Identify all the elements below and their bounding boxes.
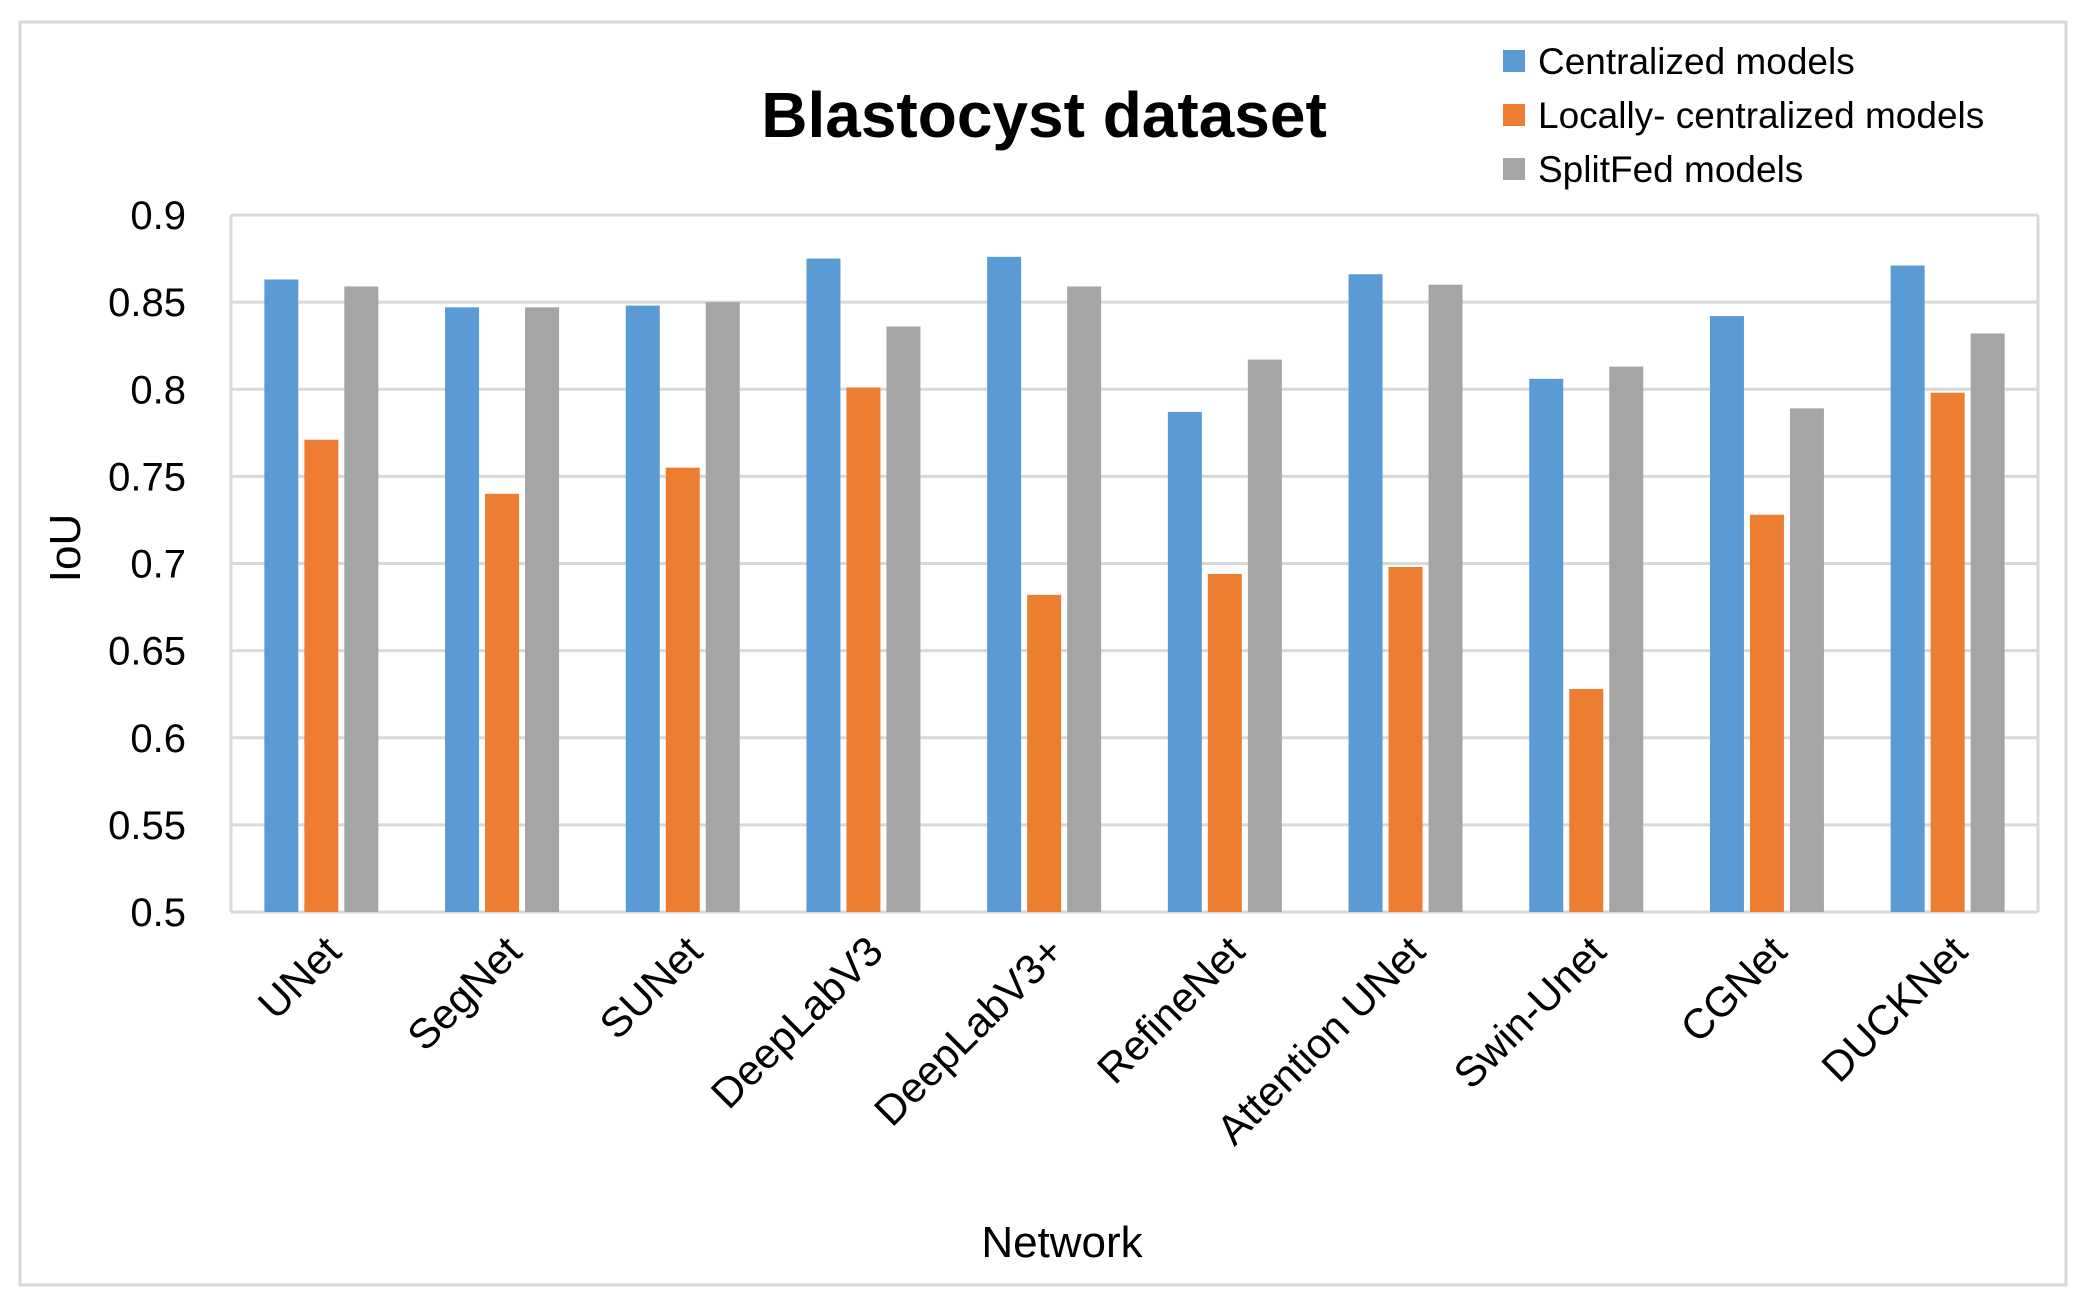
bar-attention-unet-splitfed bbox=[1428, 284, 1463, 912]
y-tick-label: 0.9 bbox=[130, 194, 186, 238]
bar-deeplabv3-centralized bbox=[806, 258, 841, 912]
bar-attention-unet-locally-centralized bbox=[1388, 566, 1423, 912]
legend-label: Locally- centralized models bbox=[1538, 95, 1984, 136]
bar-ducknet-centralized bbox=[1890, 265, 1925, 913]
y-tick-label: 0.8 bbox=[130, 368, 186, 412]
bar-sunet-splitfed bbox=[705, 302, 740, 912]
bar-swin-unet-splitfed bbox=[1609, 366, 1644, 912]
y-tick-label: 0.85 bbox=[108, 281, 186, 325]
y-tick-label: 0.7 bbox=[130, 543, 186, 587]
y-tick-label: 0.75 bbox=[108, 455, 186, 499]
bar-sunet-locally-centralized bbox=[665, 467, 700, 912]
legend-label: SplitFed models bbox=[1538, 149, 1803, 190]
legend-label: Centralized models bbox=[1538, 41, 1855, 82]
bar-ducknet-locally-centralized bbox=[1930, 392, 1965, 912]
bar-segnet-locally-centralized bbox=[485, 493, 520, 912]
legend: Centralized models Locally- centralized m… bbox=[1503, 41, 1984, 190]
bar-refinenet-centralized bbox=[1167, 411, 1202, 912]
bar-deeplabv3-splitfed bbox=[886, 326, 921, 912]
bar-deeplabv3--locally-centralized bbox=[1027, 594, 1062, 912]
legend-swatch bbox=[1503, 158, 1525, 180]
bar-unet-centralized bbox=[264, 279, 299, 912]
bar-segnet-centralized bbox=[445, 307, 480, 912]
y-tick-label: 0.55 bbox=[108, 804, 186, 848]
bar-unet-locally-centralized bbox=[304, 439, 339, 912]
y-axis-ticks: 0.5 0.55 0.6 0.65 0.7 0.75 0.8 0.85 0.9 bbox=[108, 194, 186, 935]
bar-refinenet-locally-centralized bbox=[1207, 573, 1242, 912]
bar-swin-unet-locally-centralized bbox=[1569, 688, 1604, 912]
bar-deeplabv3--splitfed bbox=[1067, 286, 1102, 912]
bars bbox=[264, 256, 2005, 913]
bar-unet-splitfed bbox=[344, 286, 379, 912]
legend-swatch bbox=[1503, 50, 1525, 72]
bar-deeplabv3-locally-centralized bbox=[846, 387, 881, 912]
y-tick-label: 0.6 bbox=[130, 717, 186, 761]
y-axis-label: IoU bbox=[41, 514, 90, 582]
bar-sunet-centralized bbox=[625, 305, 660, 912]
bar-cgnet-splitfed bbox=[1789, 408, 1824, 912]
bar-segnet-splitfed bbox=[525, 307, 560, 912]
bar-refinenet-splitfed bbox=[1247, 359, 1282, 912]
legend-swatch bbox=[1503, 104, 1525, 126]
bar-swin-unet-centralized bbox=[1529, 378, 1564, 912]
y-tick-label: 0.5 bbox=[130, 891, 186, 935]
chart-title: Blastocyst dataset bbox=[761, 79, 1327, 151]
bar-deeplabv3--centralized bbox=[987, 256, 1022, 912]
y-tick-label: 0.65 bbox=[108, 630, 186, 674]
bar-attention-unet-centralized bbox=[1348, 274, 1383, 912]
bar-cgnet-centralized bbox=[1709, 316, 1744, 912]
x-axis-label: Network bbox=[981, 1218, 1143, 1267]
bar-ducknet-splitfed bbox=[1970, 333, 2005, 912]
bar-cgnet-locally-centralized bbox=[1749, 514, 1784, 912]
